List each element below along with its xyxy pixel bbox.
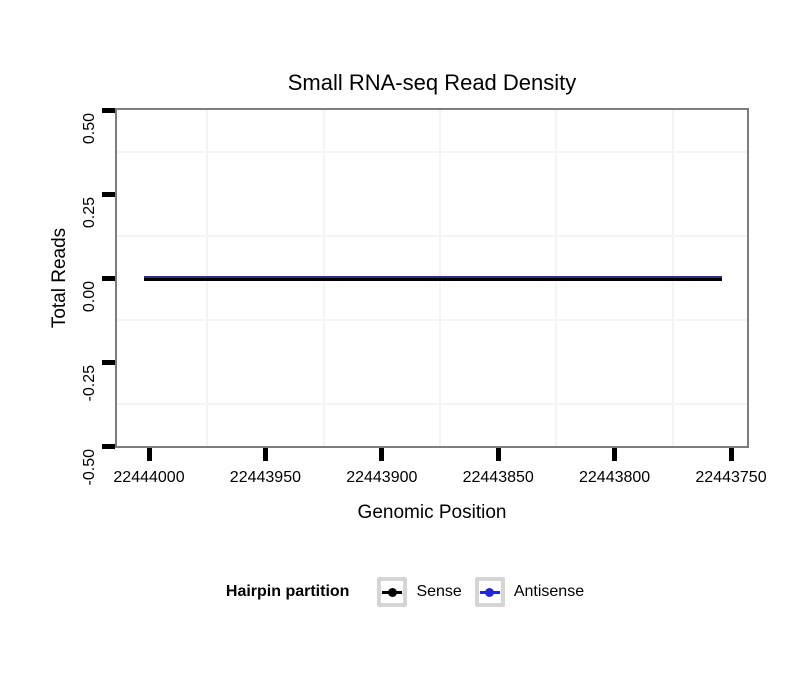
x-tick-label: 22444000	[113, 469, 185, 486]
y-tick-label: -0.25	[81, 365, 98, 402]
minor-gridline-horizontal	[117, 403, 747, 405]
y-tick-label: 0.25	[81, 197, 98, 229]
x-tick	[379, 448, 385, 461]
x-tick	[262, 448, 268, 461]
y-tick-label: 0.50	[81, 113, 98, 145]
y-tick-label: 0.00	[81, 281, 98, 313]
legend-entry-sense: Sense	[377, 577, 462, 607]
legend-title: Hairpin partition	[225, 583, 350, 600]
legend-key-box	[474, 577, 505, 607]
x-tick-label: 22443950	[229, 469, 301, 486]
x-tick-label: 22443900	[346, 469, 418, 486]
x-tick	[495, 448, 501, 461]
x-tick-label: 22443850	[462, 469, 534, 486]
x-tick	[728, 448, 734, 461]
x-tick	[612, 448, 618, 461]
legend-entry-label: Sense	[416, 583, 462, 600]
legend-entry-label: Antisense	[513, 583, 585, 600]
y-tick	[102, 275, 115, 281]
minor-gridline-horizontal	[117, 151, 747, 153]
legend-entry-antisense: Antisense	[474, 577, 585, 607]
chart-title: Small RNA-seq Read Density	[287, 70, 577, 95]
y-tick	[102, 191, 115, 197]
plot-panel	[115, 108, 749, 448]
y-tick-label: -0.50	[81, 449, 98, 486]
minor-gridline-horizontal	[117, 319, 747, 321]
x-tick	[146, 448, 152, 461]
legend-key-dot-icon	[387, 587, 397, 597]
y-tick	[102, 443, 115, 449]
series-line-sense	[144, 278, 722, 281]
x-axis-title: Genomic Position	[357, 502, 507, 523]
x-tick-label: 22443750	[695, 469, 767, 486]
legend-entries: Sense Antisense	[377, 577, 584, 607]
minor-gridline-horizontal	[117, 235, 747, 237]
y-axis-title: Total Reads	[49, 227, 70, 329]
y-tick	[102, 359, 115, 365]
legend-key-box	[377, 577, 408, 607]
legend-key-dot-icon	[485, 587, 495, 597]
y-tick	[102, 107, 115, 113]
legend: Hairpin partition Sense Antisense	[0, 577, 810, 607]
x-tick-label: 22443800	[579, 469, 651, 486]
